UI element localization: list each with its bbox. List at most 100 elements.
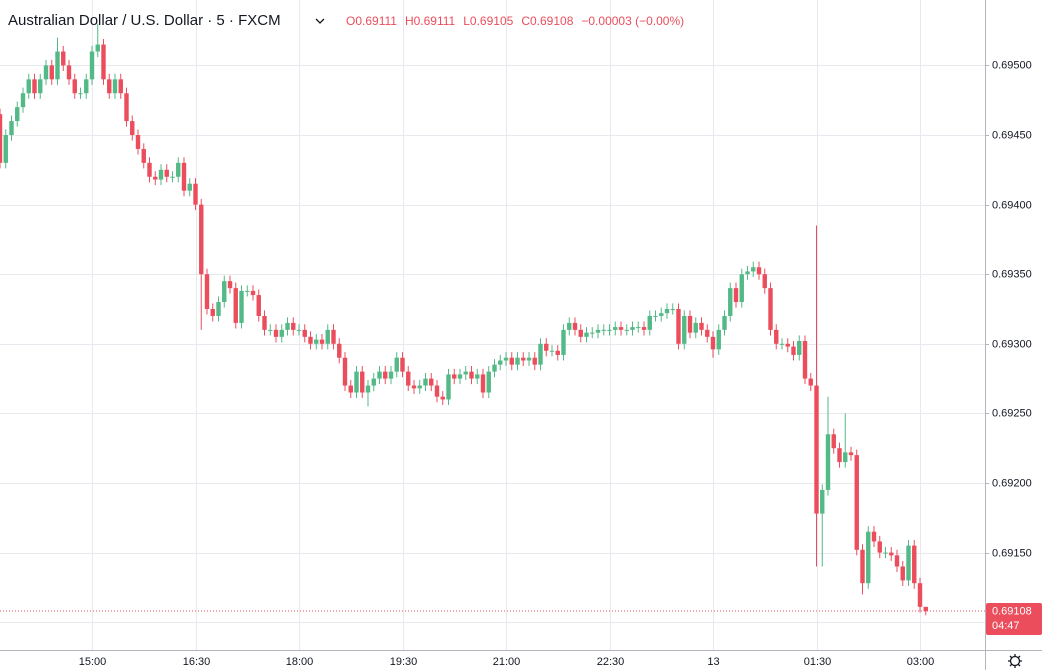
candle-body (561, 329, 566, 355)
candle-body (676, 308, 681, 344)
candle-body (187, 183, 192, 191)
candle-body (492, 364, 497, 372)
candle-body (894, 555, 900, 567)
candle-body (745, 271, 750, 275)
candle-body (917, 583, 923, 607)
candle-body (503, 357, 509, 361)
candle-body (411, 385, 417, 389)
candle-body (653, 315, 658, 317)
candle-body (837, 448, 842, 463)
candle-body (49, 65, 54, 80)
candle-body (733, 288, 739, 303)
candle-body (636, 327, 641, 329)
x-tick-label: 15:00 (79, 656, 107, 668)
candle-body (848, 452, 854, 456)
candle-body (762, 274, 767, 289)
candle-body (394, 357, 399, 372)
ohlc-change: −0.00003 (−0.00%) (581, 14, 684, 28)
candle-body (153, 176, 158, 180)
candle-body (273, 329, 279, 337)
candle-body (607, 329, 612, 331)
symbol-menu[interactable] (315, 18, 325, 24)
candle-body (831, 434, 836, 449)
candle-body (452, 374, 457, 379)
y-tick-label: 0.69150 (992, 547, 1032, 559)
candle-body (43, 65, 49, 80)
candle-body (354, 371, 359, 393)
candle-body (854, 455, 859, 550)
candle-body (216, 302, 221, 316)
settings-icon[interactable] (1008, 654, 1022, 668)
candle-body (423, 378, 428, 386)
last-price-label: 0.69108 (992, 605, 1032, 617)
candle-body (463, 371, 468, 375)
x-tick-label: 03:00 (907, 656, 935, 668)
ohlc-key: H (405, 14, 414, 28)
candle-body (808, 378, 813, 386)
candle-body (388, 371, 394, 379)
y-tick-label: 0.69450 (992, 129, 1032, 141)
candle-body (906, 545, 911, 581)
candle-body (204, 274, 210, 309)
y-tick-label: 0.69500 (992, 59, 1032, 71)
candle-body (480, 374, 486, 393)
candle-body (923, 606, 928, 612)
candle-body (176, 162, 181, 177)
candle-body (429, 378, 434, 386)
candle-body (659, 313, 664, 316)
candle-body (877, 541, 882, 553)
candle-body (728, 288, 733, 316)
candle-body (337, 343, 342, 358)
candle-body (538, 343, 543, 365)
candle-body (262, 315, 267, 330)
candle-body (377, 371, 382, 379)
y-tick-label: 0.69350 (992, 268, 1032, 280)
last-price-box (986, 603, 1042, 636)
candle-body (555, 350, 560, 355)
candle-body (825, 434, 831, 490)
candle-body (130, 121, 135, 136)
candle-body (630, 327, 635, 330)
candle-body (118, 79, 123, 94)
candle-body (383, 371, 388, 379)
candle-body (239, 290, 244, 323)
candle-body (567, 322, 572, 330)
candle-body (647, 315, 652, 330)
candle-body (325, 329, 330, 344)
candle-body (532, 357, 537, 365)
candle-body (233, 288, 238, 323)
candle-body (889, 552, 894, 556)
candle-body (193, 183, 198, 205)
candle-body (319, 339, 325, 344)
candle-body (900, 566, 905, 581)
candle-body (124, 93, 129, 122)
candle-body (601, 329, 606, 331)
ohlc-value: 0.69111 (355, 14, 397, 28)
candle-body (210, 308, 215, 316)
candle-body (256, 295, 261, 316)
candle-body (348, 385, 353, 393)
candle-body (722, 315, 727, 330)
candle-body (107, 79, 112, 94)
y-tick-label: 0.69300 (992, 338, 1032, 350)
candle-body (860, 549, 865, 584)
candle-body (457, 374, 463, 379)
ohlc-value: 0.69108 (530, 14, 574, 28)
candle-body (693, 322, 698, 333)
x-tick-label: 22:30 (597, 656, 625, 668)
candle-body (791, 346, 796, 355)
candle-body (296, 329, 302, 331)
candles (0, 23, 928, 616)
candle-body (38, 79, 43, 94)
candle-body (314, 339, 319, 344)
candle-body (802, 341, 808, 379)
candle-body (912, 545, 917, 584)
candle-body (670, 308, 675, 310)
candle-body (3, 135, 8, 163)
candle-body (716, 329, 721, 350)
candle-body (526, 357, 532, 361)
candle-body (32, 79, 37, 94)
candle-body (756, 267, 762, 275)
candle-body (797, 341, 802, 355)
ohlc-legend: O0.69111 H0.69111 L0.69105 C0.69108 −0.00003… (346, 14, 684, 28)
